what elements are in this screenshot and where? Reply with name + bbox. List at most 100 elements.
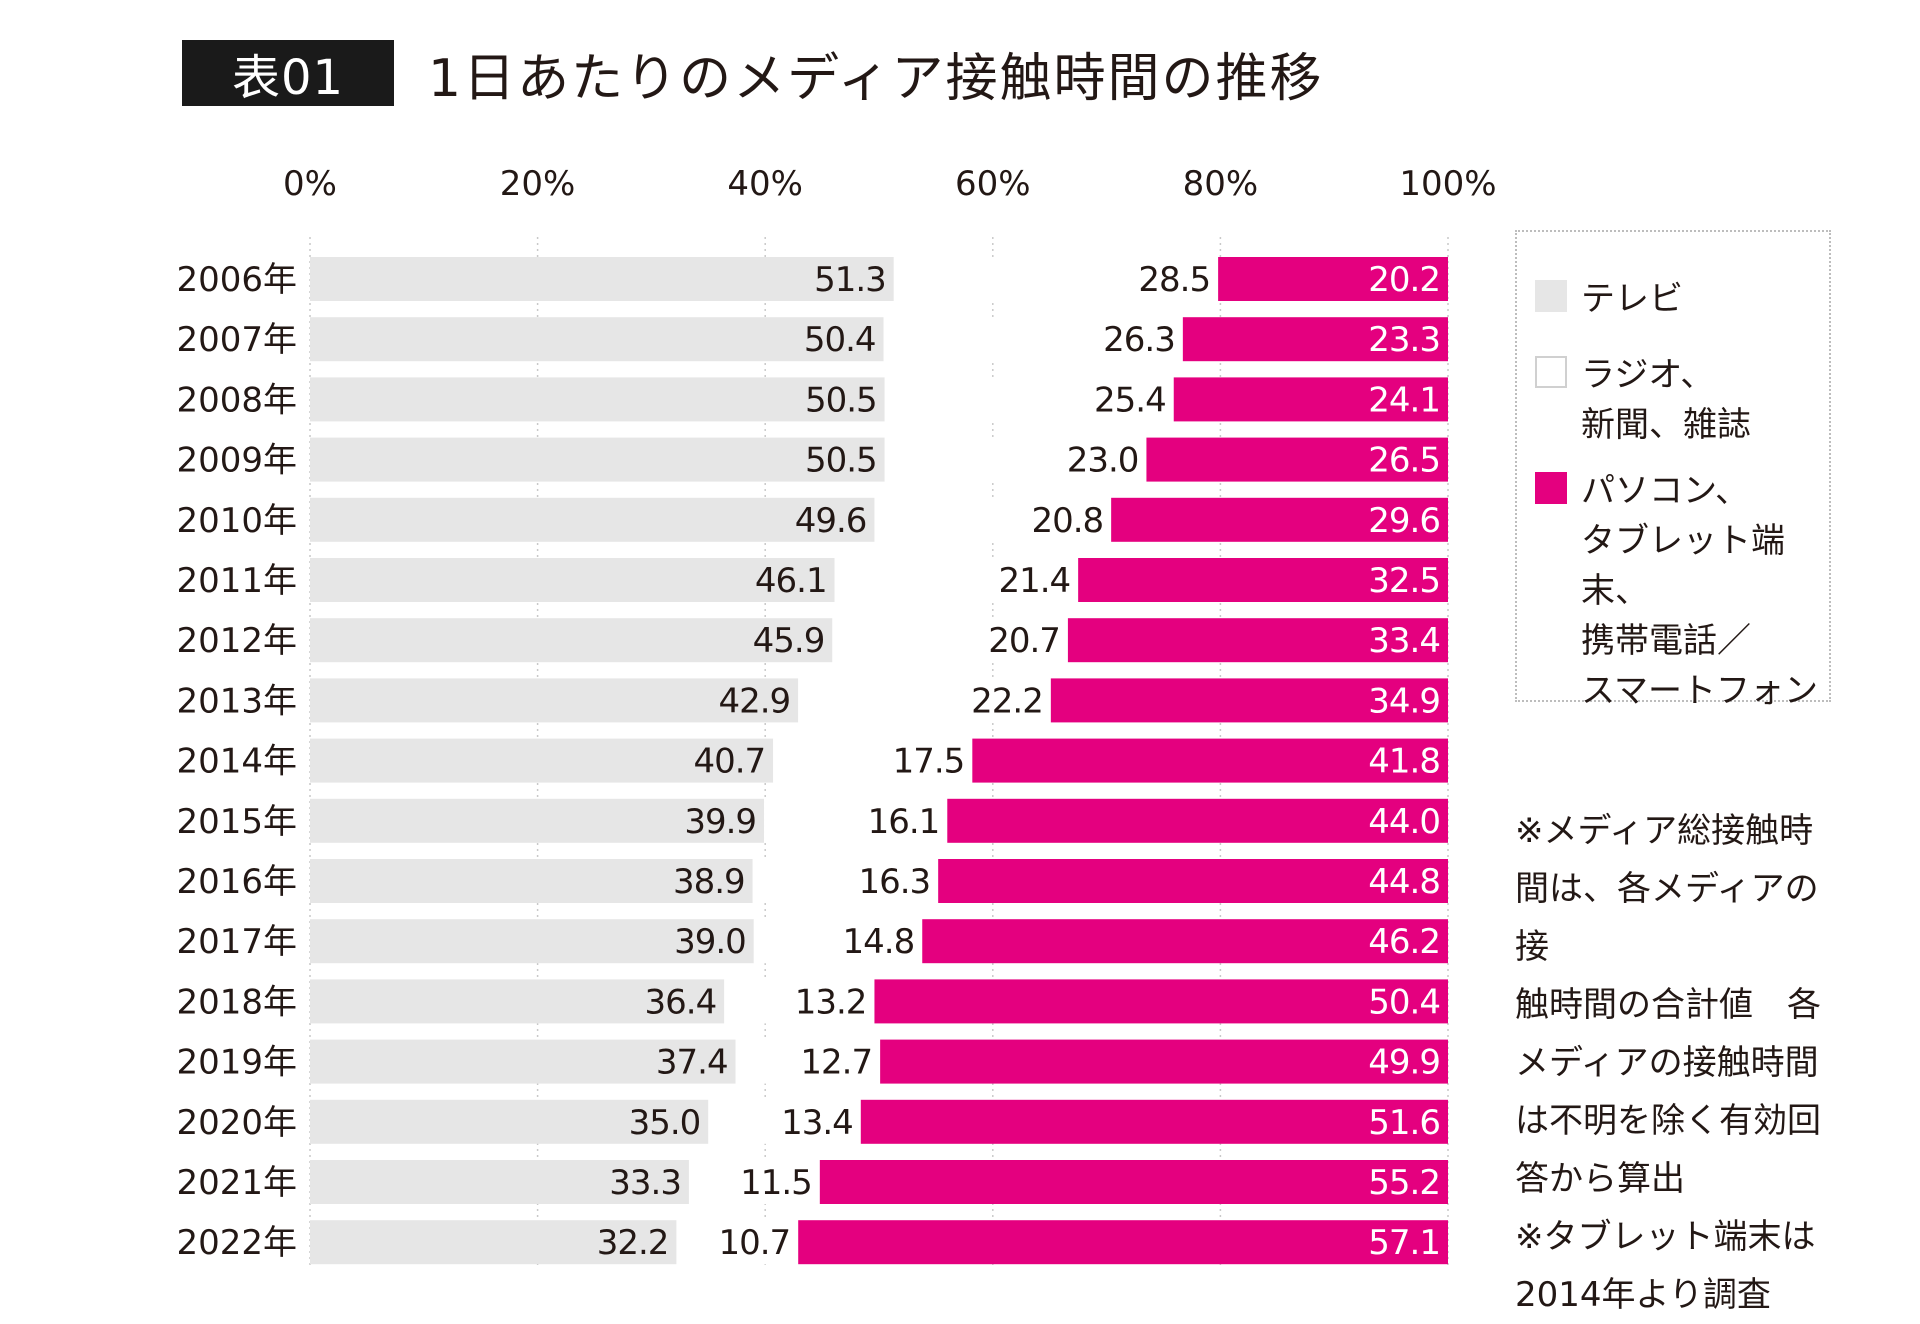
bar-segment <box>310 437 885 482</box>
bar-value-label: 32.2 <box>597 1223 669 1263</box>
bar-segment <box>884 377 1174 422</box>
legend-swatch-digital <box>1535 472 1567 504</box>
bar-value-label: 26.5 <box>1368 441 1440 481</box>
bar-value-label: 50.4 <box>804 320 876 360</box>
x-tick-label: 20% <box>500 164 576 204</box>
bar-segment <box>310 1160 689 1204</box>
bar-segment <box>310 377 885 422</box>
bar-segment <box>310 257 894 301</box>
bar-value-label: 51.6 <box>1368 1103 1440 1143</box>
bar-value-label: 49.6 <box>795 501 867 541</box>
bar-segment <box>893 257 1219 301</box>
stacked-bar-chart: 0% 20% 40% 60% 80% 100% 2006年 51.3 28.5 20.2 2007年… <box>176 164 1497 1269</box>
bar-value-label: 20.2 <box>1368 260 1440 300</box>
bar-value-label: 36.4 <box>645 982 717 1022</box>
footnote: ※メディア総接触時 間は、各メディアの接 触時間の合計値 各 メディアの接触時間… <box>1515 811 1821 1315</box>
y-category-label: 2017年 <box>176 922 297 962</box>
y-category-label: 2011年 <box>176 561 297 601</box>
bar-segment <box>310 859 753 903</box>
bar-value-label: 26.3 <box>1103 320 1175 360</box>
bar-segment <box>688 1160 820 1204</box>
bar-value-label: 22.2 <box>971 681 1043 721</box>
bar-segment <box>724 979 875 1024</box>
x-tick-label: 80% <box>1183 164 1259 204</box>
bar-segment <box>819 1160 1448 1204</box>
bar-value-label: 46.1 <box>755 561 827 601</box>
bar-segment <box>773 738 973 783</box>
y-category-label: 2015年 <box>176 802 297 842</box>
bar-value-label: 51.3 <box>814 260 886 300</box>
x-tick-label: 100% <box>1399 164 1496 204</box>
bar-segment <box>884 437 1147 482</box>
bar-value-label: 32.5 <box>1368 561 1440 601</box>
bar-value-label: 16.1 <box>868 802 940 842</box>
bar-value-label: 20.7 <box>988 621 1060 661</box>
y-category-label: 2013年 <box>176 681 297 721</box>
y-category-label: 2014年 <box>176 742 297 782</box>
y-category-label: 2020年 <box>176 1103 297 1143</box>
bar-value-label: 14.8 <box>843 922 915 962</box>
bar-segment <box>832 618 1068 663</box>
x-tick-label: 40% <box>727 164 803 204</box>
legend-swatch-tv <box>1535 280 1567 312</box>
bar-value-label: 37.4 <box>656 1043 728 1083</box>
y-category-label: 2018年 <box>176 982 297 1022</box>
y-category-label: 2009年 <box>176 441 297 481</box>
bar-value-label: 33.4 <box>1368 621 1440 661</box>
bar-value-label: 12.7 <box>800 1043 872 1083</box>
bar-value-label: 33.3 <box>609 1163 681 1203</box>
y-category-label: 2019年 <box>176 1043 297 1083</box>
y-category-label: 2012年 <box>176 621 297 661</box>
bar-segment <box>753 919 923 964</box>
bar-segment <box>1067 618 1448 663</box>
bar-value-label: 44.0 <box>1368 802 1440 842</box>
bar-value-label: 55.2 <box>1368 1163 1440 1203</box>
bar-segment <box>310 738 774 783</box>
bar-segment <box>310 678 799 723</box>
bar-value-label: 28.5 <box>1138 260 1210 300</box>
bar-segment <box>310 979 725 1024</box>
bar-segment <box>310 317 884 362</box>
bar-segment <box>708 1099 861 1144</box>
chart-title: 1日あたりのメディア接触時間の推移 <box>428 48 1324 109</box>
bar-segment <box>735 1039 881 1084</box>
legend-item-digital: パソコン、 タブレット端末、 携帯電話／ スマートフォン <box>1535 466 1829 716</box>
bar-segment <box>310 1220 677 1265</box>
bar-value-label: 13.2 <box>795 982 867 1022</box>
bar-segment <box>764 798 948 843</box>
bar-value-label: 23.0 <box>1067 441 1139 481</box>
bar-value-label: 20.8 <box>1031 501 1103 541</box>
bar-segment <box>310 618 833 663</box>
chart-title-row: 表01 1日あたりのメディア接触時間の推移 <box>182 40 1323 109</box>
bar-value-label: 38.9 <box>673 862 745 902</box>
bar-value-label: 39.0 <box>674 922 746 962</box>
bar-segment <box>834 558 1079 602</box>
legend-swatch-radio-print <box>1535 356 1567 388</box>
bar-value-label: 44.8 <box>1368 862 1440 902</box>
bar-value-label: 40.7 <box>693 742 765 782</box>
bar-segment <box>1182 317 1448 362</box>
bar-segment <box>1218 257 1448 301</box>
legend-label-digital: パソコン、 タブレット端末、 携帯電話／ スマートフォン <box>1581 471 1818 711</box>
x-tick-label: 60% <box>955 164 1031 204</box>
bar-value-label: 42.9 <box>718 681 790 721</box>
bar-segment <box>874 979 1448 1024</box>
bar-segment <box>938 859 1448 903</box>
bar-value-label: 11.5 <box>740 1163 812 1203</box>
y-category-label: 2022年 <box>176 1223 297 1263</box>
bar-segment <box>310 497 875 542</box>
bar-value-label: 17.5 <box>893 742 965 782</box>
bar-value-label: 21.4 <box>998 561 1070 601</box>
table-number-badge: 表01 <box>182 40 394 106</box>
bar-segment <box>798 1220 1448 1265</box>
bar-value-label: 46.2 <box>1368 922 1440 962</box>
bar-segment <box>1111 497 1448 542</box>
legend: テレビ ラジオ、 新聞、雑誌 パソコン、 タブレット端末、 携帯電話／ スマート… <box>1515 230 1831 711</box>
y-category-label: 2007年 <box>176 320 297 360</box>
bar-value-label: 24.1 <box>1368 380 1440 420</box>
bar-segment <box>798 678 1051 723</box>
bar-segment <box>880 1039 1448 1084</box>
bar-segment <box>310 798 765 843</box>
bar-value-label: 35.0 <box>629 1103 701 1143</box>
bar-segment <box>310 919 754 964</box>
